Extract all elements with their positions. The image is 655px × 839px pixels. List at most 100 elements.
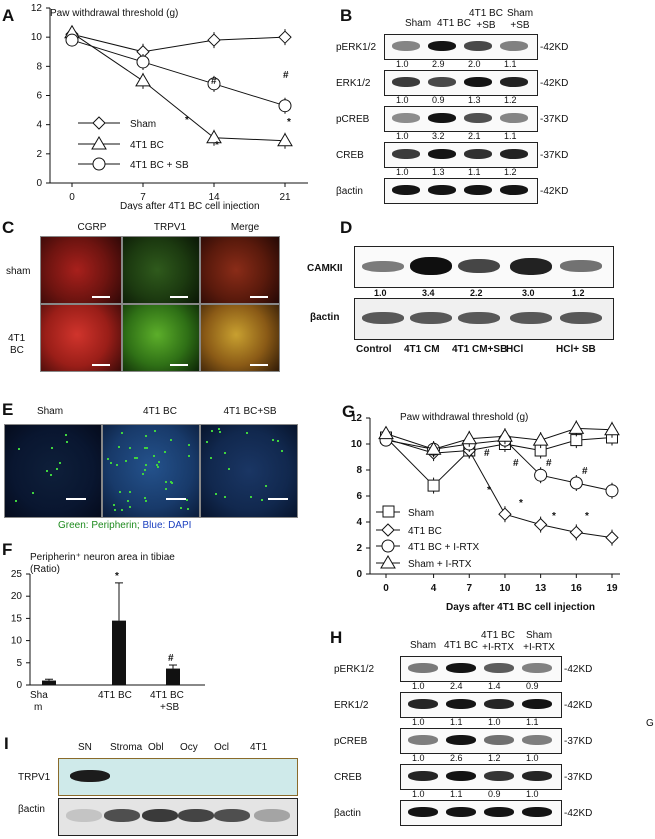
peripherin-dot	[246, 432, 249, 435]
blot-quant-value: 1.0	[396, 59, 409, 69]
micro-sham-cgrp	[40, 236, 122, 304]
panel-g-point	[568, 420, 585, 434]
blot-quant-value: 1.0	[412, 717, 425, 727]
blot-row-label: CREB	[336, 150, 364, 161]
blot-kd-label: -37KD	[540, 114, 569, 125]
panel-i-row-actin: βactin	[18, 804, 45, 815]
camkii-quant-value: 2.2	[470, 288, 483, 298]
panel-h-col-sham: Sham	[409, 640, 437, 651]
camkii-quant-value: 1.0	[374, 288, 387, 298]
panel-a-ytick-label: 10	[31, 32, 43, 43]
panel-g-point	[427, 479, 440, 492]
blot-quant-value: 2.9	[432, 59, 445, 69]
scale-bar	[268, 498, 288, 500]
panel-g-point	[605, 530, 619, 545]
panel-i-row-trpv1: TRPV1	[18, 772, 51, 783]
panel-f-bar	[42, 680, 56, 685]
panel-b-col-4t1: 4T1 BC	[437, 18, 471, 29]
panel-a-legend: Sham 4T1 BC 4T1 BC + SB	[78, 116, 189, 171]
peripherin-dot	[153, 429, 156, 432]
panel-a-ytick-label: 12	[31, 3, 43, 14]
peripherin-dot	[157, 460, 160, 463]
panel-h-col-sham-irtx-b: +I-RTX	[523, 642, 555, 653]
blot-band	[408, 735, 438, 745]
panel-g-point	[497, 428, 513, 442]
blot-row-label: pCREB	[334, 736, 368, 747]
panel-g-point	[604, 421, 620, 436]
panel-a-xtick-label: 0	[69, 192, 75, 203]
blot-band	[392, 149, 420, 159]
legend-diamond-icon	[381, 523, 395, 537]
panel-a-point	[277, 132, 293, 147]
actin-band	[104, 809, 140, 822]
peripherin-dot	[211, 429, 214, 432]
panel-g-point	[605, 484, 619, 498]
camkii-band	[362, 260, 404, 272]
blot-quant-value: 1.2	[504, 167, 517, 177]
panel-f-chart: Peripherin⁺ neuron area in tibiae (Ratio…	[11, 552, 205, 713]
panel-a-point	[207, 77, 221, 91]
micro-e-4t1-sb	[200, 424, 298, 518]
panel-a-ytick-label: 6	[36, 91, 42, 102]
legend-diamond-icon	[92, 116, 106, 130]
panel-a-xtick-label: 7	[140, 192, 146, 203]
peripherin-dot	[164, 488, 167, 491]
peripherin-dot	[145, 499, 148, 502]
peripherin-dot	[188, 443, 191, 446]
blot-band	[522, 699, 552, 709]
scale-bar	[250, 296, 268, 298]
blot-quant-value: 1.2	[504, 95, 517, 105]
panel-g-xtick-label: 4	[431, 583, 437, 594]
panel-g-legend-4t1: 4T1 BC	[408, 526, 442, 537]
panel-d-col-label: HCl+ SB	[556, 344, 596, 355]
micro-4t1-merge	[200, 304, 280, 372]
panel-g-star-10: *	[487, 485, 491, 496]
blot-band	[522, 663, 552, 673]
micro-e-sham	[4, 424, 102, 518]
panel-a-ytick-label: 8	[36, 61, 42, 72]
panel-a-point	[135, 72, 151, 87]
panel-g-xtick-label: 19	[606, 583, 618, 594]
blot-quant-value: 1.0	[412, 681, 425, 691]
peripherin-dot	[164, 481, 167, 484]
blot-strip	[384, 106, 538, 132]
panel-h-label: H	[330, 628, 343, 647]
panel-a-series-line	[71, 33, 286, 53]
blot-band	[522, 807, 552, 817]
peripherin-dot	[218, 431, 221, 434]
blot-band	[408, 663, 438, 673]
peripherin-dot	[271, 439, 274, 442]
panel-c-col-trpv1: TRPV1	[153, 222, 187, 233]
peripherin-dot	[117, 446, 120, 449]
stray-letter: G	[646, 718, 654, 729]
panel-g-legend-sham-irtx: Sham + I-RTX	[408, 559, 472, 570]
peripherin-dot	[170, 480, 173, 483]
panel-c-row-4t1-a: 4T1	[8, 333, 26, 344]
panel-g-xtick-label: 7	[466, 583, 472, 594]
peripherin-dot	[206, 440, 209, 443]
panel-a-point	[206, 129, 222, 144]
blot-quant-value: 1.0	[396, 95, 409, 105]
micro-sham-merge	[200, 236, 280, 304]
panel-f-bar	[166, 668, 180, 685]
panel-d-col-label: 4T1 CM+SB	[452, 344, 508, 355]
blot-row-label: pERK1/2	[336, 42, 377, 53]
micro-sham-trpv1	[122, 236, 200, 304]
panel-a-point	[136, 55, 150, 69]
panel-c-col-merge: Merge	[230, 222, 260, 233]
blot-quant-value: 1.1	[504, 131, 517, 141]
panel-i-col-label: 4T1	[250, 742, 268, 753]
scale-bar	[66, 498, 86, 500]
panel-f-label: F	[2, 540, 13, 559]
micro-e-4t1	[102, 424, 200, 518]
panel-g-ytick-label: 12	[351, 413, 363, 424]
panel-f-ytick-label: 0	[16, 680, 22, 691]
panel-e-caption-blue: Blue: DAPI	[142, 520, 192, 531]
panel-e-label: E	[2, 400, 14, 419]
panel-a-xlabel: Days after 4T1 BC cell injection	[120, 201, 260, 210]
peripherin-dot	[50, 447, 53, 450]
blot-band	[484, 663, 514, 673]
legend-triangle-icon	[91, 136, 107, 150]
panel-h-col-sham-irtx-a: Sham	[525, 630, 553, 641]
peripherin-dot	[124, 460, 127, 463]
